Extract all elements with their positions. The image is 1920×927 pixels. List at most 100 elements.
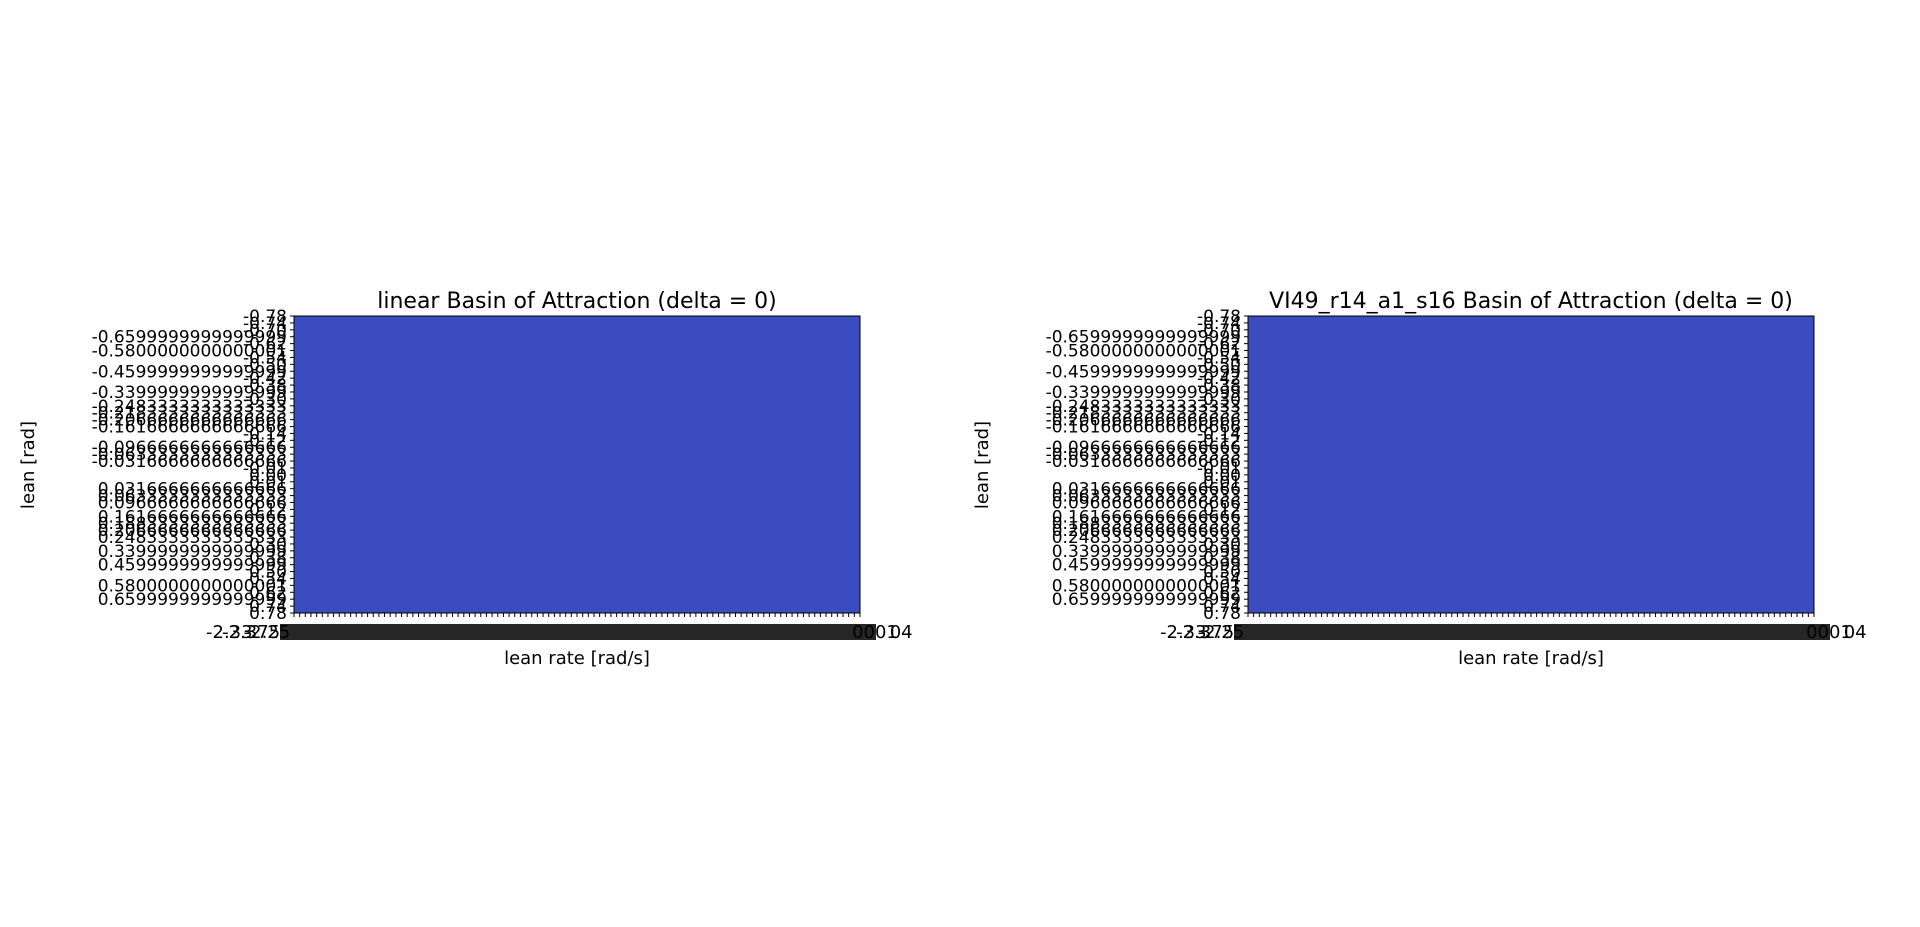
y-tick-label: -0.0316666666666666: [1046, 452, 1241, 472]
y-tick-label: -0.14: [243, 424, 287, 444]
y-tick-label: 0.01: [249, 473, 287, 493]
x-tick-label: -2.25: [244, 622, 291, 643]
y-tick-label: 0.50: [249, 563, 287, 583]
y-tick-label: -0.3399999999999999: [1046, 383, 1241, 403]
y-tick-label: 0.0633333333333333: [98, 487, 287, 507]
y-tick-label: 0.2483333333333333: [1052, 528, 1241, 548]
y-tick-label: -0.01: [243, 459, 287, 479]
y-tick-label: -0.70: [1197, 321, 1241, 341]
y-tick-label: -0.6599999999999999: [92, 328, 287, 348]
y-tick-label: -0.2066666666666666: [1046, 411, 1241, 431]
y-tick-label: -0.5800000000000001: [92, 342, 287, 362]
y-tick-label: -0.0633333333333333: [1046, 445, 1241, 465]
y-tick-label: 0.6599999999999999: [98, 590, 287, 610]
y-tick-label: -0.42: [243, 369, 287, 389]
y-tick-label: -0.14: [1197, 424, 1241, 444]
y-tick-label: -0.62: [243, 335, 287, 355]
y-tick-label: -0.4599999999999999: [92, 362, 287, 382]
y-tick-label: -0.70: [243, 321, 287, 341]
chart-title: linear Basin of Attraction (delta = 0): [377, 289, 776, 314]
x-tick-label: -2.375: [222, 622, 280, 643]
y-tick-label: 0.4599999999999999: [1052, 556, 1241, 576]
y-tick-label: 0.74: [249, 597, 287, 617]
y-tick-label: -0.62: [1197, 335, 1241, 355]
x-tick-label-overlap: [1234, 624, 1830, 640]
y-tick-label: 0.1883333333333333: [98, 514, 287, 534]
y-tick-label: 0.0966666666666666: [1052, 493, 1241, 513]
y-tick-label: -0.2183333333333333: [1046, 404, 1241, 424]
y-tick-label: 0.00: [249, 466, 287, 486]
y-axis-label: lean [rad]: [972, 421, 993, 509]
y-tick-label: -0.12: [1197, 431, 1241, 451]
y-tick-label: -0.0633333333333333: [92, 445, 287, 465]
y-tick-label: 0.4599999999999999: [98, 556, 287, 576]
x-axis-label: lean rate [rad/s]: [504, 648, 650, 669]
y-tick-label: -0.38: [243, 376, 287, 396]
y-tick-label: -0.50: [243, 355, 287, 375]
y-tick-label: -0.4599999999999999: [1046, 362, 1241, 382]
y-tick-label: 0.62: [249, 583, 287, 603]
chart-panel-vi49: VI49_r14_a1_s16 Basin of Attraction (del…: [972, 289, 1867, 669]
y-tick-label: 0.3399999999999999: [1052, 542, 1241, 562]
x-tick-label: -2.25: [1198, 622, 1245, 643]
y-tick-label: -0.5800000000000001: [1046, 342, 1241, 362]
y-tick-label: -0.78: [1197, 307, 1241, 327]
x-tick-label: 04: [1844, 622, 1867, 643]
y-tick-label: -0.01: [1197, 459, 1241, 479]
y-tick-label: 0.38: [249, 549, 287, 569]
y-tick-label: -0.30: [243, 390, 287, 410]
x-axis-label: lean rate [rad/s]: [1458, 648, 1604, 669]
heatmap-area: [1247, 315, 1815, 614]
x-tick-label: 04: [890, 622, 913, 643]
chart-panel-linear: linear Basin of Attraction (delta = 0) -…: [18, 289, 913, 669]
y-tick-label: 0.00: [1203, 466, 1241, 486]
y-tick-label: 0.62: [1203, 583, 1241, 603]
y-tick-label: -0.78: [243, 307, 287, 327]
y-tick-label: 0.50: [1203, 563, 1241, 583]
y-tick-label: 0.2066666666666666: [1052, 521, 1241, 541]
y-tick-label: 0.12: [249, 500, 287, 520]
y-tick-label: -0.74: [1197, 314, 1241, 334]
y-tick-label: -0.0966666666666666: [1046, 438, 1241, 458]
y-tick-label: 0.1616666666666666: [1052, 507, 1241, 527]
y-tick-label: -0.3399999999999999: [92, 383, 287, 403]
y-tick-label: 0.1883333333333333: [1052, 514, 1241, 534]
chart-title: VI49_r14_a1_s16 Basin of Attraction (del…: [1269, 289, 1793, 314]
x-tick-label: -2.375: [1176, 622, 1234, 643]
y-tick-label: 0.74: [1203, 597, 1241, 617]
y-tick-label: 0.2483333333333333: [98, 528, 287, 548]
y-tick-label: -0.2066666666666666: [92, 411, 287, 431]
y-tick-label: 0.38: [1203, 549, 1241, 569]
y-tick-label: 0.6599999999999999: [1052, 590, 1241, 610]
heatmap-area: [293, 315, 861, 614]
y-tick-label: -0.1616666666666666: [92, 418, 287, 438]
y-tick-label: 0.30: [249, 535, 287, 555]
y-tick-label: -0.2183333333333333: [92, 404, 287, 424]
y-tick-label: 0.54: [1203, 569, 1241, 589]
y-tick-label: 0.0633333333333333: [1052, 487, 1241, 507]
y-tick-label: 0.3399999999999999: [98, 542, 287, 562]
y-tick-label: 0.0966666666666666: [98, 493, 287, 513]
y-tick-label: -0.6599999999999999: [1046, 328, 1241, 348]
y-tick-label: -0.54: [243, 348, 287, 368]
y-tick-label: 0.54: [249, 569, 287, 589]
y-axis-label: lean [rad]: [18, 421, 39, 509]
x-tick-label: -2.33: [206, 622, 253, 643]
x-tick-label-overlap: [280, 624, 876, 640]
y-tick-label: -0.12: [243, 431, 287, 451]
y-tick-label: -0.2483333333333333: [1046, 397, 1241, 417]
y-tick-label: -0.0316666666666666: [92, 452, 287, 472]
y-tick-label: 0.0316666666666666: [98, 480, 287, 500]
y-tick-label: -0.30: [1197, 390, 1241, 410]
y-tick-label: -0.50: [1197, 355, 1241, 375]
y-tick-label: -0.54: [1197, 348, 1241, 368]
x-tick-label: -2.33: [1160, 622, 1207, 643]
y-tick-label: -0.0966666666666666: [92, 438, 287, 458]
y-tick-label: 0.5800000000000001: [1052, 576, 1241, 596]
y-tick-label: -0.1616666666666666: [1046, 418, 1241, 438]
y-tick-label: 0.1616666666666666: [98, 507, 287, 527]
y-tick-label: 0.78: [1203, 604, 1241, 624]
y-tick-label: 0.0316666666666666: [1052, 480, 1241, 500]
y-tick-label: -0.74: [243, 314, 287, 334]
